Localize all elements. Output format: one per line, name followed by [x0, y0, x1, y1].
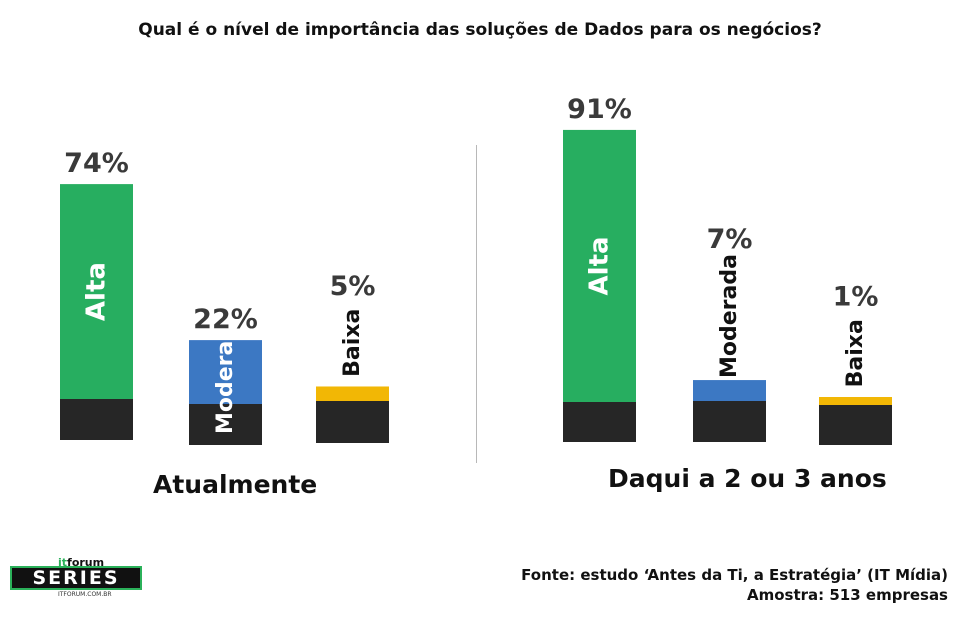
category-label-1-moderada: Moderada: [717, 254, 742, 378]
sample-text: Amostra: 513 empresas: [746, 586, 948, 604]
value-label-1-baixa: 1%: [833, 282, 879, 313]
value-label-1-alta: 91%: [567, 94, 632, 125]
category-label-0-alta: Alta: [82, 262, 112, 321]
group-label-futuro: Daqui a 2 ou 3 anos: [608, 464, 887, 493]
bar-base-1-alta: [563, 402, 636, 442]
bar-1-moderada: [693, 380, 766, 401]
bar-1-baixa: [819, 397, 892, 405]
source-text: Fonte: estudo ‘Antes da Ti, a Estratégia…: [521, 566, 948, 584]
group-label-atualmente: Atualmente: [153, 470, 318, 499]
logo-url: ITFORUM.COM.BR: [58, 591, 112, 598]
chart-title: Qual é o nível de importância das soluçõ…: [138, 20, 822, 40]
bar-base-1-moderada: [693, 401, 766, 442]
itforum-series-logo: itforum SERIES ITFORUM.COM.BR: [10, 556, 145, 600]
category-label-1-alta: Alta: [585, 236, 615, 295]
logo-brand: itforum: [58, 556, 105, 569]
category-label-1-baixa: Baixa: [843, 319, 868, 387]
source-note: Fonte: estudo ‘Antes da Ti, a Estratégia…: [521, 565, 948, 605]
category-label-0-moderada: Moderada: [213, 310, 238, 434]
bar-base-0-moderada: [189, 404, 262, 445]
bar-base-1-baixa: [819, 405, 892, 445]
value-label-0-alta: 74%: [64, 148, 129, 179]
bar-0-moderada: [189, 340, 262, 404]
bar-1-alta: [563, 129, 636, 402]
bar-base-0-alta: [60, 399, 133, 440]
logo-series-text: SERIES: [10, 566, 142, 590]
value-label-0-moderada: 22%: [193, 304, 258, 335]
value-label-1-moderada: 7%: [707, 224, 753, 255]
bar-0-alta: [60, 184, 133, 399]
group-divider: [476, 145, 477, 463]
bar-0-baixa: [316, 386, 389, 401]
category-label-0-baixa: Baixa: [340, 309, 365, 377]
bar-base-0-baixa: [316, 401, 389, 443]
value-label-0-baixa: 5%: [330, 271, 376, 302]
